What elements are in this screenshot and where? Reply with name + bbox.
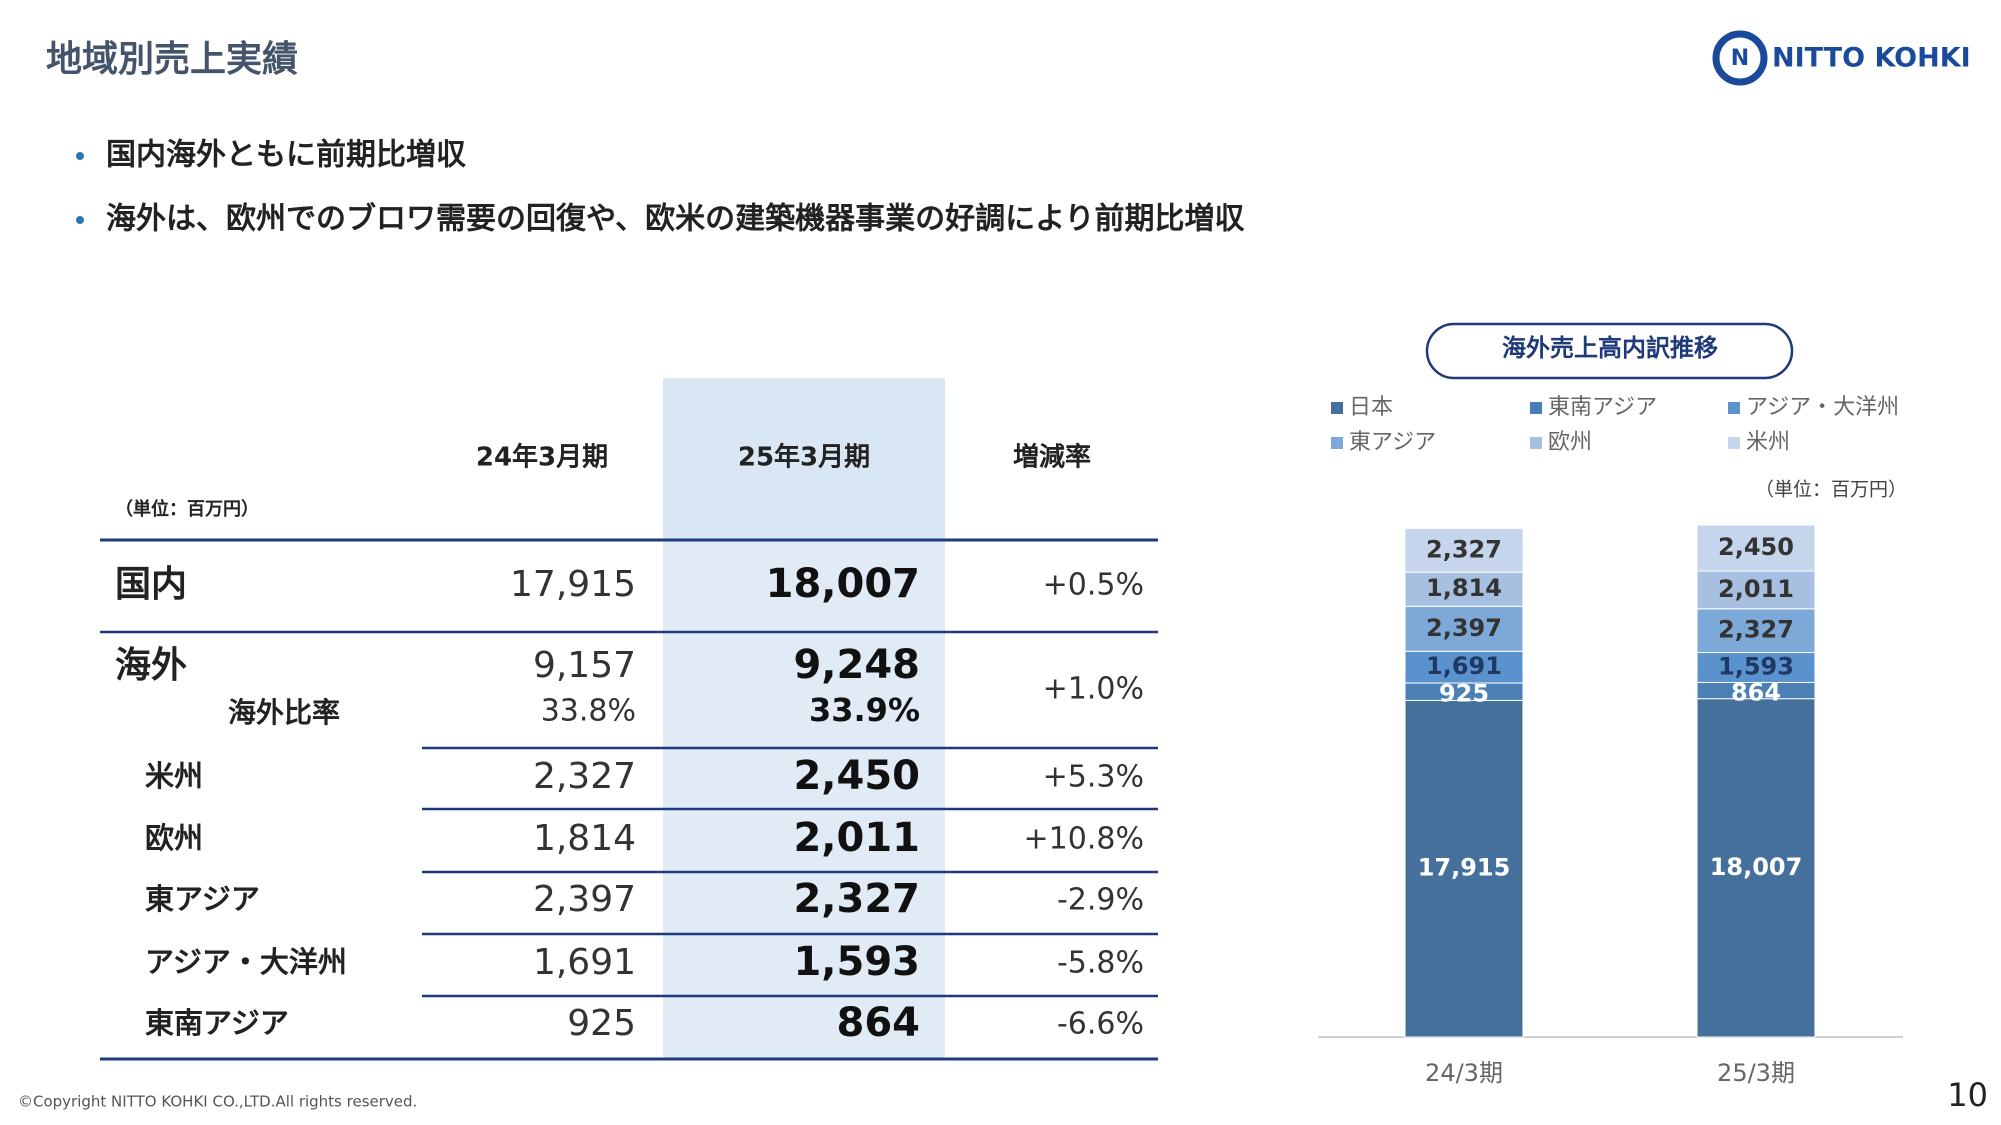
cell: 2,011 (793, 815, 920, 861)
data-label: 2,397 (1426, 614, 1502, 642)
cell: -2.9% (1057, 883, 1144, 918)
data-label: 2,327 (1718, 616, 1794, 644)
cell: +1.0% (1043, 672, 1144, 707)
table-rules (100, 538, 1158, 1061)
data-label: 17,915 (1418, 854, 1511, 882)
legend-swatch (1331, 402, 1343, 414)
bar-segment (1696, 652, 1816, 683)
logo-text: NITTO KOHKI (1772, 43, 1971, 74)
data-label: 1,691 (1426, 652, 1502, 680)
data-label: 925 (1439, 680, 1489, 708)
bar-segment (1696, 570, 1816, 610)
copyright: ©Copyright NITTO KOHKI CO.,LTD.All right… (18, 1093, 417, 1111)
cell: 864 (837, 1000, 921, 1046)
data-label: 864 (1731, 679, 1781, 707)
row-label: 海外 (115, 645, 187, 686)
cell: 925 (567, 1003, 636, 1044)
legend-label: 東南アジア (1548, 395, 1657, 420)
cell: 2,397 (533, 879, 636, 920)
column-header: 増減率 (1013, 442, 1091, 473)
bar-segment (1696, 524, 1816, 572)
cell: -5.8% (1057, 946, 1144, 981)
row-label: アジア・大洋州 (145, 945, 347, 979)
cell: 18,007 (766, 561, 920, 607)
chart-title-box (1425, 322, 1794, 380)
cell: 2,450 (793, 753, 920, 799)
cell: 17,915 (510, 564, 636, 605)
bar-segment (1696, 608, 1816, 654)
legend-label: 日本 (1349, 395, 1393, 420)
page-number: 10 (1947, 1076, 1988, 1114)
table-unit: （単位：百万円） (115, 498, 259, 520)
bar-segment (1404, 527, 1524, 573)
column-header: 25年3月期 (738, 442, 870, 473)
cell: 2,327 (533, 756, 636, 797)
title: 地域別売上実績 (46, 39, 298, 80)
logo-mark (1712, 30, 1768, 86)
x-tick-label: 25/3期 (1717, 1059, 1795, 1087)
cell: +0.5% (1043, 568, 1144, 603)
bullet: 海外は、欧州でのブロワ需要の回復や、欧米の建築機器事業の好調により前期比増収 (106, 202, 1245, 237)
bar-segment (1404, 605, 1524, 652)
highlight-header (663, 378, 945, 540)
legend-label: 米州 (1746, 430, 1790, 455)
cell: -6.6% (1057, 1007, 1144, 1042)
chart-unit: （単位：百万円） (1755, 479, 1907, 501)
legend-swatch (1530, 437, 1542, 449)
cell: 9,157 (533, 645, 636, 686)
bar-segment (1404, 699, 1524, 1038)
data-label: 1,814 (1426, 574, 1502, 602)
row-label: 米州 (145, 759, 203, 793)
data-label: 18,007 (1710, 853, 1803, 881)
cell: 9,248 (793, 642, 920, 688)
bullet: 国内海外ともに前期比増収 (106, 138, 467, 173)
legend-swatch (1728, 402, 1740, 414)
cell: 33.9% (809, 691, 920, 729)
bar-segment (1404, 571, 1524, 607)
legend-label: 欧州 (1548, 430, 1592, 455)
bar-segment (1696, 698, 1816, 1038)
bullet-dot (76, 216, 84, 224)
legend-label: 東アジア (1349, 430, 1436, 455)
cell: 1,814 (533, 818, 636, 859)
row-label: 東アジア (145, 882, 260, 916)
data-label: 1,593 (1718, 652, 1794, 680)
sub-label: 海外比率 (228, 696, 340, 729)
legend-swatch (1331, 437, 1343, 449)
row-label: 欧州 (145, 821, 203, 855)
cell: 33.8% (541, 694, 636, 729)
logo-letter: N (1731, 46, 1749, 71)
cell: 2,327 (793, 876, 920, 922)
legend-swatch (1530, 402, 1542, 414)
legend-swatch (1728, 437, 1740, 449)
row-label: 国内 (115, 564, 187, 605)
cell: +5.3% (1043, 760, 1144, 795)
x-tick-label: 24/3期 (1425, 1059, 1503, 1087)
data-label: 2,327 (1426, 535, 1502, 563)
chart-title: 海外売上高内訳推移 (1502, 334, 1718, 362)
legend-label: アジア・大洋州 (1746, 395, 1899, 420)
cell: +10.8% (1024, 822, 1144, 857)
logo: N NITTO KOHKI (1712, 30, 1971, 86)
data-label: 2,011 (1718, 575, 1794, 603)
bullet-dot (76, 152, 84, 160)
row-label: 東南アジア (145, 1006, 289, 1040)
column-header: 24年3月期 (476, 442, 608, 473)
cell: 1,691 (533, 942, 636, 983)
cell: 1,593 (793, 939, 920, 985)
data-label: 2,450 (1718, 533, 1794, 561)
